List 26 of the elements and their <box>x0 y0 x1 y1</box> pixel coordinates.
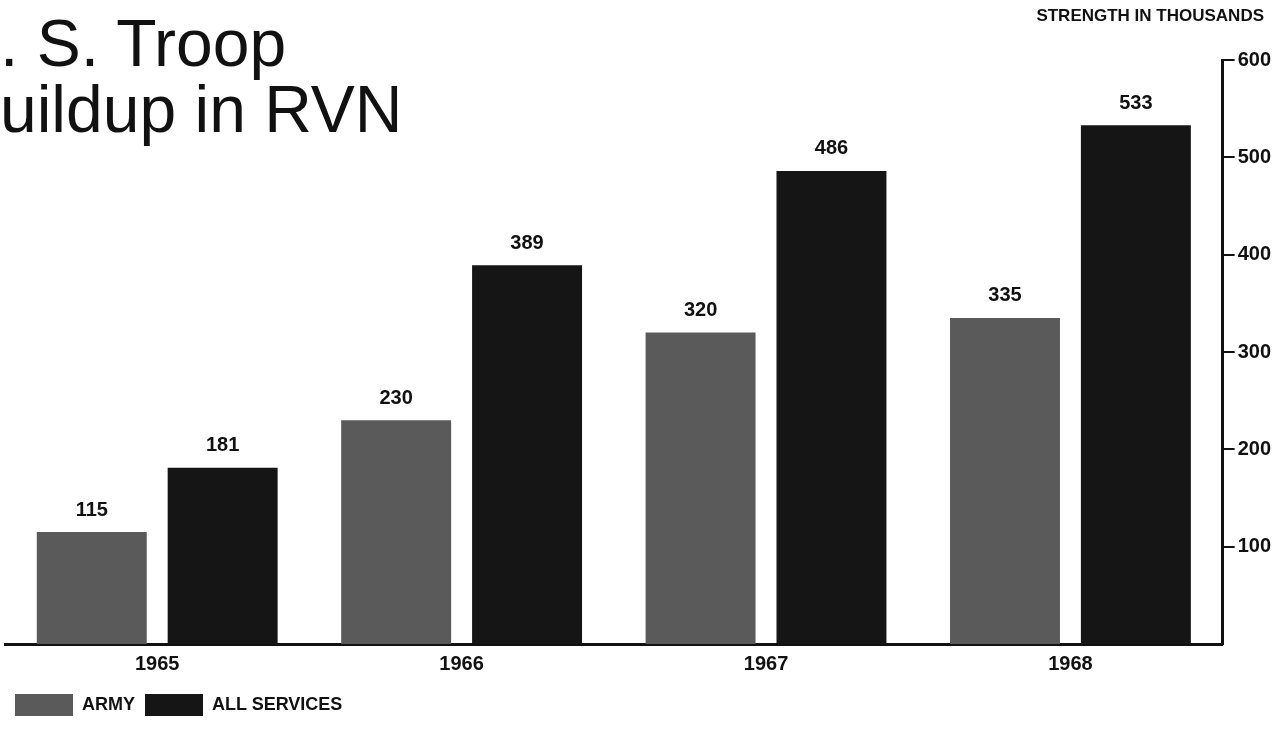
x-tick-label: 1965 <box>134 651 180 674</box>
x-tick-label: 1968 <box>1048 651 1093 674</box>
data-label: 486 <box>814 136 849 159</box>
legend-label: ALL SERVICES <box>212 693 343 714</box>
bar <box>341 420 452 644</box>
y-tick-label: 300 <box>1237 339 1272 362</box>
legend-label: ARMY <box>82 693 135 714</box>
data-label: 335 <box>988 283 1022 306</box>
chart-title: . S. Troop uildup in RVN <box>0 6 403 146</box>
y-tick-label: 400 <box>1237 242 1272 265</box>
data-label: 533 <box>1119 90 1153 113</box>
data-label: 389 <box>510 230 544 253</box>
bar <box>645 332 756 644</box>
data-label: 230 <box>379 385 413 408</box>
y-tick-label: 200 <box>1237 436 1272 459</box>
y-tick-label: 600 <box>1237 47 1272 70</box>
data-label: 320 <box>683 298 718 321</box>
x-tick-label: 1967 <box>743 651 789 674</box>
x-tick-label: 1966 <box>439 651 484 674</box>
data-label: 115 <box>75 497 108 520</box>
data-label: 181 <box>205 433 240 456</box>
bar <box>950 317 1060 644</box>
y-tick-label: 100 <box>1237 534 1272 557</box>
y-tick-label: 500 <box>1237 144 1272 167</box>
y-axis-title: STRENGTH IN THOUSANDS <box>1036 6 1264 26</box>
bar <box>36 532 147 644</box>
